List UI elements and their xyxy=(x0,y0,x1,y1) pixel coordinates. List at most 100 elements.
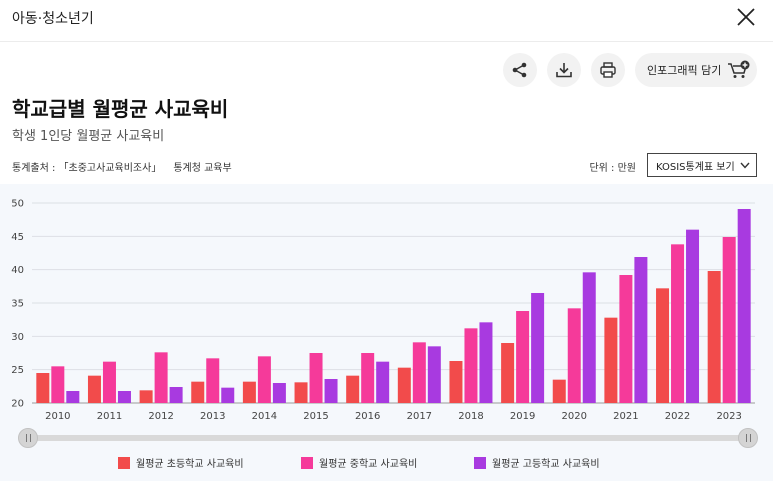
bar xyxy=(707,271,721,403)
bar xyxy=(567,308,581,403)
bar-chart: 20 25 30 35 40 45 50 2010 2011 2012 2013 2014 2015 20… xyxy=(11,199,755,422)
chart-legend: 월평균 초등학교 사교육비 월평균 중학교 사교육비 월평균 고등학교 사교육비 xyxy=(0,455,773,471)
share-button[interactable] xyxy=(503,53,537,87)
bar xyxy=(102,361,116,403)
y-tick-label: 35 xyxy=(11,299,24,310)
bar xyxy=(656,288,670,403)
bar xyxy=(169,387,183,403)
legend-label: 월평균 중학교 사교육비 xyxy=(319,459,418,470)
range-slider[interactable] xyxy=(18,428,758,448)
bar xyxy=(671,244,685,403)
bar xyxy=(257,356,271,403)
bar xyxy=(294,382,308,403)
kosis-table-button[interactable]: KOSIS통계표 보기 xyxy=(647,153,757,177)
bar xyxy=(154,352,168,403)
y-tick-label: 30 xyxy=(11,332,24,343)
printer-icon xyxy=(600,62,616,78)
legend-label: 월평균 고등학교 사교육비 xyxy=(492,459,600,470)
source-info: 통계출처 : 「초중고사교육비조사」 통계청 교육부 xyxy=(12,159,232,174)
bar xyxy=(36,373,50,403)
legend-swatch xyxy=(474,456,486,469)
toolbar: 인포그래픽 담기 xyxy=(503,53,757,87)
page-subtitle: 학생 1인당 월평균 사교육비 xyxy=(12,129,165,144)
add-infographic-label: 인포그래픽 담기 xyxy=(647,64,722,77)
page-title: 학교급별 월평균 사교육비 xyxy=(12,97,229,121)
bar xyxy=(191,381,205,403)
top-bar: 아동·청소년기 xyxy=(0,0,773,42)
slider-track[interactable] xyxy=(28,435,748,441)
x-tick-label: 2011 xyxy=(97,411,122,422)
y-tick-label: 25 xyxy=(11,365,24,376)
bar xyxy=(531,293,545,403)
bar xyxy=(737,209,751,403)
slider-handle-left[interactable] xyxy=(18,428,38,448)
legend-item-high[interactable]: 월평균 고등학교 사교육비 xyxy=(474,455,600,470)
bar xyxy=(604,317,618,403)
y-tick-label: 45 xyxy=(11,232,24,243)
x-tick-label: 2019 xyxy=(510,411,535,422)
x-tick-label: 2016 xyxy=(355,411,380,422)
bar xyxy=(66,391,80,403)
bar xyxy=(139,390,153,403)
bar xyxy=(516,311,530,403)
cart-plus-icon xyxy=(728,60,750,78)
bar xyxy=(619,275,633,403)
legend-label: 월평균 초등학교 사교육비 xyxy=(136,459,244,470)
legend-item-middle[interactable]: 월평균 중학교 사교육비 xyxy=(301,455,417,470)
download-button[interactable] xyxy=(547,53,581,87)
x-tick-label: 2010 xyxy=(45,411,70,422)
x-tick-label: 2018 xyxy=(458,411,483,422)
bar xyxy=(346,375,360,403)
x-tick-label: 2017 xyxy=(407,411,432,422)
add-infographic-button[interactable]: 인포그래픽 담기 xyxy=(635,53,757,87)
bar xyxy=(324,379,338,403)
bar xyxy=(449,361,463,403)
y-tick-label: 50 xyxy=(11,199,24,210)
close-icon[interactable] xyxy=(735,6,757,28)
chart-area: 20 25 30 35 40 45 50 2010 2011 2012 2013 2014 2015 20… xyxy=(0,184,773,481)
x-tick-label: 2012 xyxy=(148,411,173,422)
bar xyxy=(412,342,426,403)
share-icon xyxy=(512,62,527,78)
download-icon xyxy=(556,63,572,78)
bar xyxy=(376,361,390,403)
x-tick-label: 2013 xyxy=(200,411,225,422)
x-tick-label: 2014 xyxy=(252,411,277,422)
bar xyxy=(272,383,286,403)
bar xyxy=(686,229,700,403)
bar xyxy=(552,379,566,403)
x-tick-label: 2021 xyxy=(613,411,638,422)
bar xyxy=(479,322,493,403)
x-tick-label: 2023 xyxy=(716,411,741,422)
bar xyxy=(117,391,131,403)
legend-item-elementary[interactable]: 월평균 초등학교 사교육비 xyxy=(118,455,244,470)
x-tick-label: 2020 xyxy=(562,411,587,422)
bar xyxy=(242,381,256,403)
source-org: 통계청 교육부 xyxy=(173,163,232,174)
x-tick-label: 2022 xyxy=(665,411,690,422)
category-title: 아동·청소년기 xyxy=(12,11,94,27)
slider-handle-right[interactable] xyxy=(738,428,758,448)
x-tick-label: 2015 xyxy=(303,411,328,422)
bar xyxy=(206,358,220,403)
print-button[interactable] xyxy=(591,53,625,87)
legend-swatch xyxy=(118,456,130,469)
bar xyxy=(464,328,478,403)
bar xyxy=(582,272,596,403)
bar xyxy=(51,366,65,403)
kosis-button-label: KOSIS통계표 보기 xyxy=(656,161,735,173)
bar xyxy=(722,237,736,403)
unit-label: 단위 : 만원 xyxy=(589,163,636,174)
chevron-down-icon xyxy=(740,162,750,169)
legend-swatch xyxy=(301,456,313,469)
bar xyxy=(634,257,648,403)
source-label: 통계출처 : 「초중고사교육비조사」 xyxy=(12,163,162,174)
y-tick-label: 40 xyxy=(11,265,24,276)
bar xyxy=(361,353,375,403)
bar xyxy=(87,375,101,403)
bar xyxy=(397,367,411,403)
y-tick-label: 20 xyxy=(11,399,24,410)
bar xyxy=(221,387,235,403)
bar xyxy=(309,353,323,403)
bar xyxy=(501,343,515,403)
